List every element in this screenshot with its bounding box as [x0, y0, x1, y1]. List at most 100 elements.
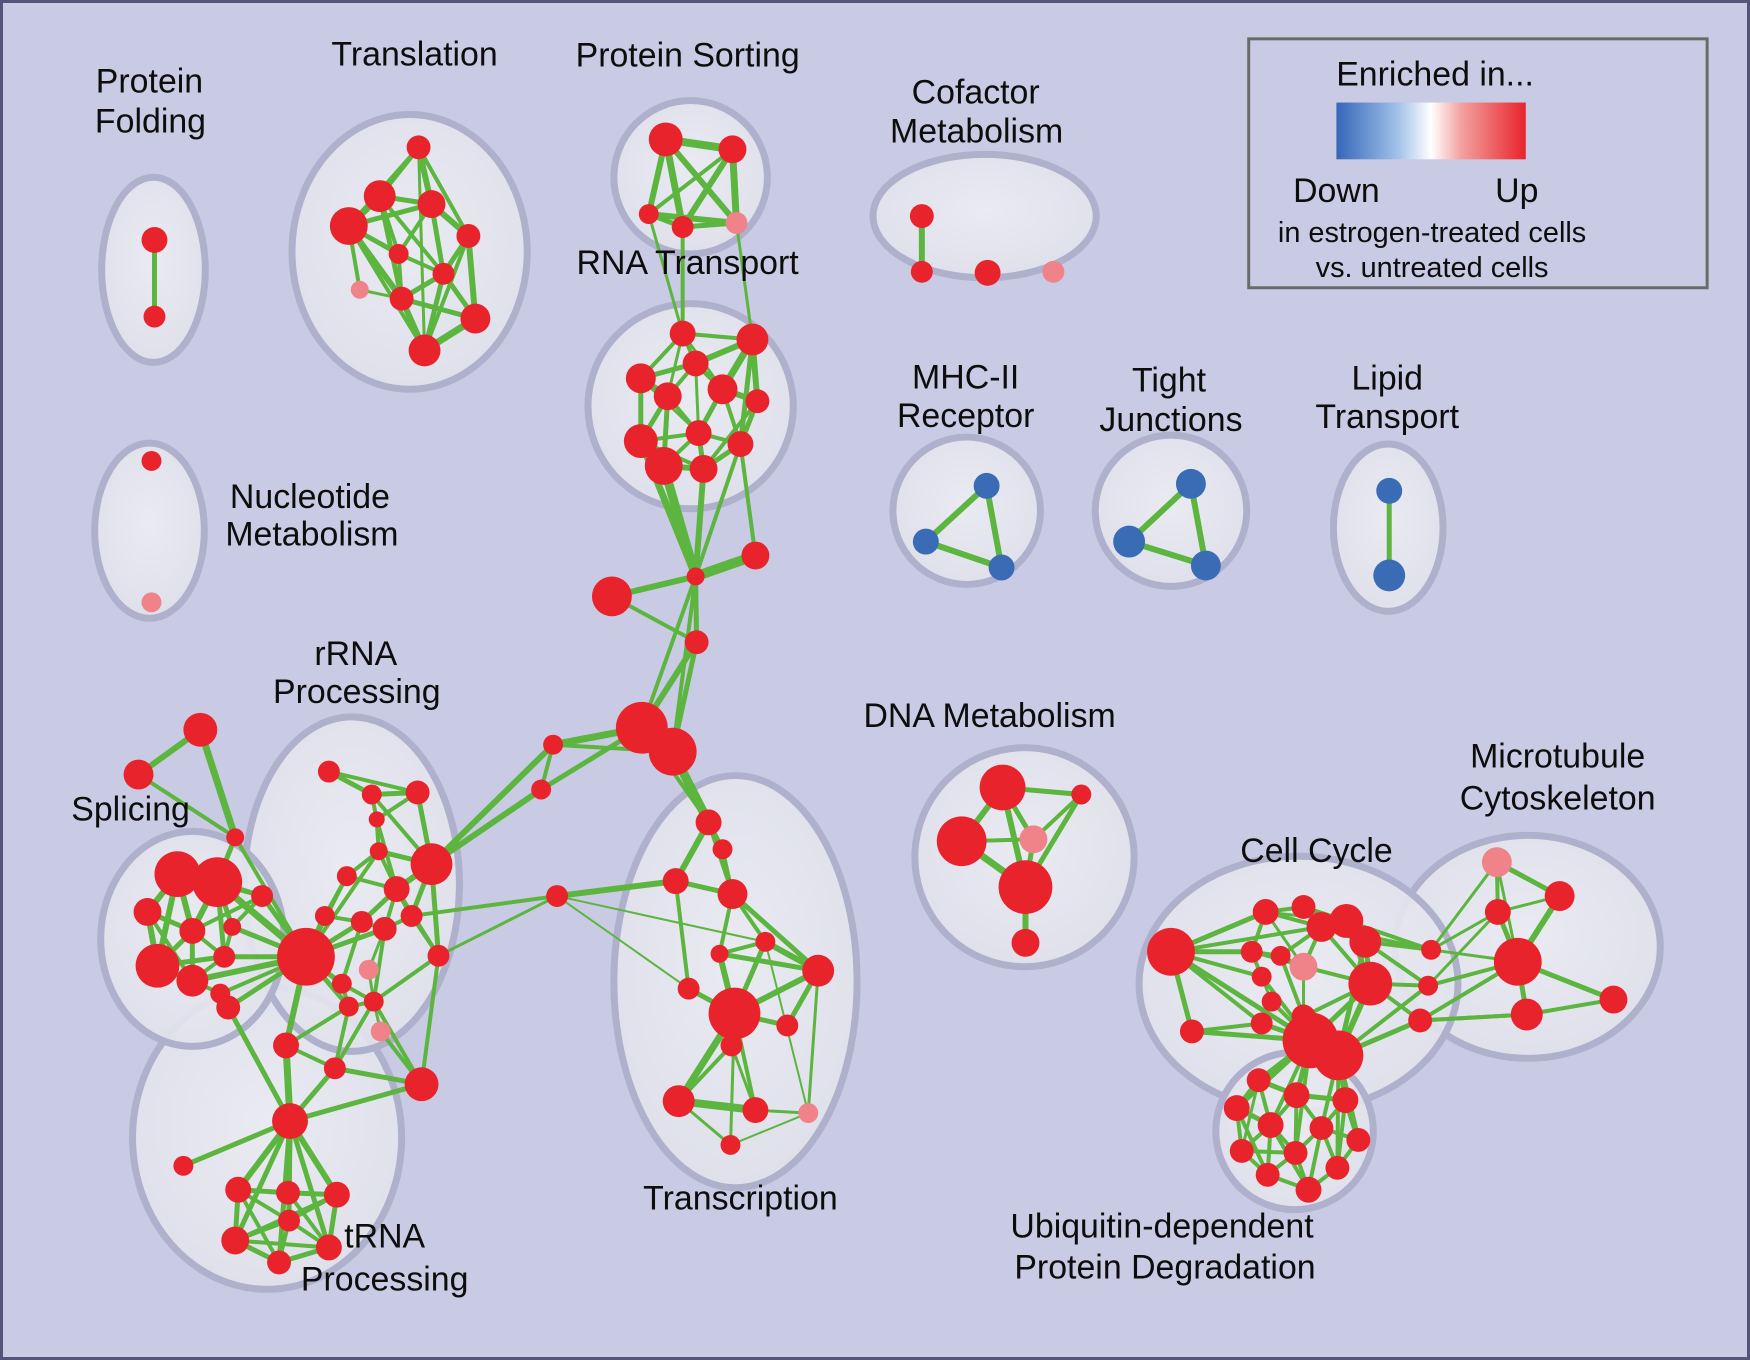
gene-set-node-blue [1376, 477, 1403, 504]
gene-set-node-red [350, 910, 373, 933]
network-edge [437, 894, 558, 958]
gene-set-node-red [742, 1097, 769, 1124]
gene-set-node-red [389, 286, 414, 311]
cluster-label: Processing [301, 1260, 469, 1298]
network-edge [680, 147, 736, 229]
gene-set-node-red [1229, 1138, 1254, 1163]
network-edge [556, 878, 677, 900]
cluster-label: Tight [1132, 361, 1207, 399]
gene-set-node-red [546, 885, 569, 907]
gene-set-node-red [1348, 961, 1393, 1006]
cluster-label: Transcription [643, 1180, 838, 1218]
gene-set-node-red [277, 927, 335, 986]
gene-set-node-red [323, 1057, 346, 1080]
cluster-label: Protein Sorting [576, 37, 800, 75]
gene-set-node-red [531, 779, 552, 800]
cluster-ellipse-cofactor-metabolism [869, 150, 1100, 282]
gene-set-node-red [1295, 1176, 1322, 1203]
gene-set-node-red [1257, 1112, 1284, 1138]
gene-set-node-red [1246, 1068, 1271, 1093]
gene-set-node-red [653, 382, 682, 411]
gene-set-node-red [410, 843, 453, 886]
legend-title: Enriched in... [1336, 56, 1534, 94]
gene-set-node-red [1346, 1128, 1371, 1152]
gene-set-node-blue [1190, 550, 1221, 581]
cluster-label: Lipid [1351, 359, 1423, 397]
gene-set-node-red [1283, 1082, 1310, 1109]
cluster-ellipse-mhc-ii-receptor [889, 433, 1044, 588]
gene-set-node-blue [973, 472, 1000, 499]
gene-set-node-red [460, 303, 491, 334]
network-edge [734, 222, 754, 340]
network-edge [191, 894, 263, 933]
cluster-label: Cytoskeleton [1460, 779, 1656, 817]
gene-set-node-red [591, 576, 632, 617]
network-edge [730, 1112, 809, 1146]
gene-set-node-red [1179, 1019, 1204, 1044]
cluster-label: Receptor [897, 397, 1034, 435]
network-edge [983, 485, 1005, 569]
gene-set-node-red [662, 868, 689, 895]
gene-set-node-red [741, 541, 770, 570]
gene-set-node-red [708, 987, 761, 1040]
network-edge [693, 443, 743, 578]
gene-set-node-red [623, 424, 658, 458]
gene-set-node-red [720, 1034, 743, 1057]
gene-set-node-red [648, 727, 697, 776]
gene-set-node-pink [798, 1103, 819, 1124]
cluster-label: Protein Degradation [1014, 1248, 1315, 1286]
gene-set-node-red [1270, 945, 1291, 966]
gene-set-node-red [669, 320, 696, 347]
gene-set-node-red [638, 204, 659, 225]
gene-set-node-red [979, 764, 1026, 811]
gene-set-node-red [1418, 975, 1439, 996]
gene-set-node-red [408, 334, 441, 367]
gene-set-node-red [329, 207, 368, 245]
network-edge [639, 575, 698, 729]
cluster-label: tRNA [344, 1218, 425, 1256]
gene-set-node-red [331, 973, 352, 994]
cluster-label: RNA Transport [577, 244, 800, 282]
cluster-label: Microtubule [1470, 738, 1645, 776]
gene-set-node-red [1291, 895, 1316, 919]
gene-set-node-red [648, 122, 683, 157]
gene-set-node-red [276, 1180, 300, 1205]
gene-set-node-red [225, 1176, 252, 1203]
network-edge [347, 224, 427, 352]
gene-set-node-red [802, 954, 835, 987]
network-edge [1170, 924, 1322, 954]
gene-set-node-red [998, 860, 1053, 914]
cluster-label: Cofactor [912, 74, 1040, 112]
gene-set-node-red [1599, 985, 1628, 1014]
gene-set-node-red [432, 262, 455, 285]
gene-set-node-red [251, 885, 274, 907]
gene-set-node-red [315, 1234, 342, 1261]
gene-set-node-pink [725, 212, 748, 234]
gene-set-node-red [710, 944, 729, 963]
gene-set-node-red [1493, 937, 1542, 986]
gene-set-node-red [404, 1067, 439, 1102]
gene-set-node-pink [350, 280, 369, 299]
gene-set-node-pink [370, 1021, 391, 1042]
gene-set-node-red [910, 260, 933, 283]
cluster-ellipse-tight-junctions [1091, 431, 1251, 590]
network-edge [556, 895, 766, 943]
gene-set-node-blue [1373, 559, 1406, 592]
gene-set-node-red [909, 204, 934, 229]
network-edge [419, 955, 441, 1085]
network-edge [429, 742, 556, 867]
network-edge [416, 146, 471, 237]
gene-set-node-red [1309, 1116, 1334, 1140]
gene-set-node-red [427, 944, 450, 967]
cluster-label: Protein [96, 63, 203, 101]
cluster-label: Nucleotide [230, 478, 390, 516]
network-edge [670, 576, 698, 752]
gene-set-node-blue [1175, 468, 1206, 499]
gene-set-node-red [183, 712, 218, 747]
gene-set-node-red [1332, 1087, 1359, 1114]
cluster-ellipse-nucleotide-metabolism [91, 439, 208, 622]
cluster-label: Translation [331, 36, 497, 74]
legend-caption-line1: in estrogen-treated cells [1278, 217, 1586, 249]
gene-set-node-red [405, 780, 430, 805]
gene-set-node-red [684, 630, 709, 655]
